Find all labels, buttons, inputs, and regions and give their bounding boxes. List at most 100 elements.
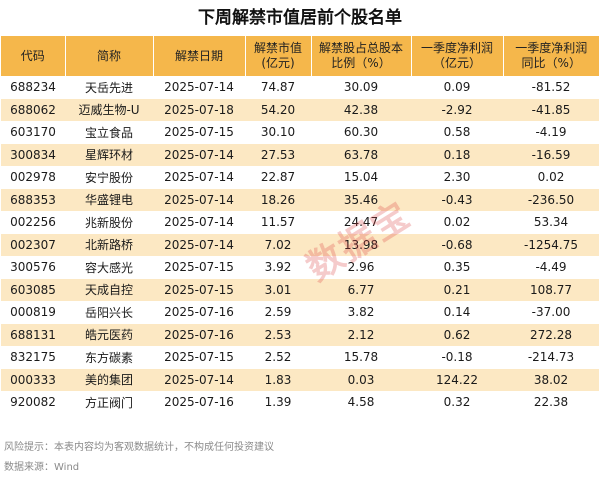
cell-code: 920082: [1, 391, 65, 414]
cell-code: 300834: [1, 143, 65, 166]
cell-unlock-date: 2025-07-14: [153, 211, 245, 234]
cell-name: 天岳先进: [65, 76, 153, 99]
cell-unlock-value: 54.20: [245, 98, 311, 121]
cell-share-ratio: 60.30: [311, 121, 411, 144]
cell-name: 迈威生物-U: [65, 98, 153, 121]
table-row: 002978 安宁股份 2025-07-14 22.87 15.04 2.30 0.02: [1, 166, 599, 189]
cell-unlock-date: 2025-07-16: [153, 323, 245, 346]
cell-q1-profit: 124.22: [411, 368, 503, 391]
cell-q1-yoy: -37.00: [503, 301, 599, 324]
cell-share-ratio: 6.77: [311, 278, 411, 301]
cell-q1-yoy: 53.34: [503, 211, 599, 234]
header-col-unlock-value: 解禁市值 (亿元): [245, 36, 312, 76]
table-row: 688131 皓元医药 2025-07-16 2.53 2.12 0.62 272.28: [1, 323, 599, 346]
cell-name: 天成自控: [65, 278, 153, 301]
cell-q1-profit: 0.58: [411, 121, 503, 144]
table-row: 002256 兆新股份 2025-07-14 11.57 24.47 0.02 53.34: [1, 211, 599, 234]
cell-unlock-date: 2025-07-15: [153, 256, 245, 279]
cell-q1-profit: 0.62: [411, 323, 503, 346]
cell-unlock-date: 2025-07-16: [153, 391, 245, 414]
table-row: 688353 华盛锂电 2025-07-14 18.26 35.46 -0.43 -236.…: [1, 188, 599, 211]
cell-q1-yoy: 108.77: [503, 278, 599, 301]
table-row: 300834 星辉环材 2025-07-14 27.53 63.78 0.18 -16.59: [1, 143, 599, 166]
cell-unlock-date: 2025-07-15: [153, 121, 245, 144]
cell-unlock-date: 2025-07-14: [153, 233, 245, 256]
cell-code: 000819: [1, 301, 65, 324]
cell-q1-yoy: -41.85: [503, 98, 599, 121]
table-row: 688234 天岳先进 2025-07-14 74.87 30.09 0.09 -81.52: [1, 76, 599, 99]
table-row: 603085 天成自控 2025-07-15 3.01 6.77 0.21 108.77: [1, 278, 599, 301]
cell-name: 星辉环材: [65, 143, 153, 166]
cell-code: 002307: [1, 233, 65, 256]
cell-q1-profit: 2.30: [411, 166, 503, 189]
cell-share-ratio: 4.58: [311, 391, 411, 414]
cell-q1-profit: -0.68: [411, 233, 503, 256]
cell-unlock-value: 3.01: [245, 278, 311, 301]
cell-unlock-value: 11.57: [245, 211, 311, 234]
cell-name: 美的集团: [65, 368, 153, 391]
cell-code: 300576: [1, 256, 65, 279]
cell-unlock-date: 2025-07-15: [153, 278, 245, 301]
page-title: 下周解禁市值居前个股名单: [198, 8, 402, 28]
cell-name: 容大感光: [65, 256, 153, 279]
cell-q1-yoy: 0.02: [503, 166, 599, 189]
cell-unlock-date: 2025-07-14: [153, 143, 245, 166]
table-row: 000333 美的集团 2025-07-14 1.83 0.03 124.22 38.02: [1, 368, 599, 391]
cell-q1-yoy: 272.28: [503, 323, 599, 346]
lockup-table: 代码 简称 解禁日期 解禁市值 (亿元) 解禁股占总股本 比例（%） 一季度净利润 （亿元） 一季…: [1, 36, 599, 414]
cell-share-ratio: 15.04: [311, 166, 411, 189]
cell-code: 688131: [1, 323, 65, 346]
header-col-share-ratio: 解禁股占总股本 比例（%）: [311, 36, 412, 76]
cell-q1-yoy: 38.02: [503, 368, 599, 391]
cell-name: 华盛锂电: [65, 188, 153, 211]
cell-name: 东方碳素: [65, 346, 153, 369]
cell-share-ratio: 42.38: [311, 98, 411, 121]
cell-code: 688062: [1, 98, 65, 121]
cell-share-ratio: 24.47: [311, 211, 411, 234]
cell-name: 方正阀门: [65, 391, 153, 414]
cell-code: 832175: [1, 346, 65, 369]
cell-code: 603085: [1, 278, 65, 301]
cell-share-ratio: 15.78: [311, 346, 411, 369]
table-header-row: 代码 简称 解禁日期 解禁市值 (亿元) 解禁股占总股本 比例（%） 一季度净利润 （亿元） 一季…: [1, 36, 599, 76]
cell-unlock-value: 2.59: [245, 301, 311, 324]
cell-q1-profit: -2.92: [411, 98, 503, 121]
cell-code: 688234: [1, 76, 65, 99]
cell-name: 北新路桥: [65, 233, 153, 256]
cell-share-ratio: 35.46: [311, 188, 411, 211]
cell-unlock-date: 2025-07-18: [153, 98, 245, 121]
table-row: 920082 方正阀门 2025-07-16 1.39 4.58 0.32 22.38: [1, 391, 599, 414]
table-row: 688062 迈威生物-U 2025-07-18 54.20 42.38 -2.92 -41…: [1, 98, 599, 121]
header-col-unlock-date: 解禁日期: [153, 36, 246, 76]
cell-q1-profit: 0.32: [411, 391, 503, 414]
cell-share-ratio: 2.96: [311, 256, 411, 279]
cell-share-ratio: 2.12: [311, 323, 411, 346]
cell-unlock-value: 3.92: [245, 256, 311, 279]
risk-disclaimer: 风险提示：本表内容均为客观数据统计，不构成任何投资建议: [4, 442, 274, 453]
cell-q1-profit: 0.14: [411, 301, 503, 324]
cell-unlock-date: 2025-07-14: [153, 188, 245, 211]
cell-q1-profit: -0.43: [411, 188, 503, 211]
cell-share-ratio: 13.98: [311, 233, 411, 256]
header-col-name: 简称: [65, 36, 154, 76]
cell-q1-profit: 0.21: [411, 278, 503, 301]
cell-q1-yoy: -1254.75: [503, 233, 599, 256]
cell-unlock-value: 1.39: [245, 391, 311, 414]
cell-q1-yoy: -4.19: [503, 121, 599, 144]
cell-unlock-value: 27.53: [245, 143, 311, 166]
table-body: 688234 天岳先进 2025-07-14 74.87 30.09 0.09 -81.52…: [1, 76, 599, 414]
cell-name: 皓元医药: [65, 323, 153, 346]
cell-share-ratio: 3.82: [311, 301, 411, 324]
cell-code: 002978: [1, 166, 65, 189]
cell-unlock-value: 1.83: [245, 368, 311, 391]
cell-unlock-value: 30.10: [245, 121, 311, 144]
cell-unlock-date: 2025-07-14: [153, 166, 245, 189]
cell-name: 宝立食品: [65, 121, 153, 144]
cell-unlock-date: 2025-07-16: [153, 301, 245, 324]
table-row: 002307 北新路桥 2025-07-14 7.02 13.98 -0.68 -1254.…: [1, 233, 599, 256]
cell-q1-yoy: -16.59: [503, 143, 599, 166]
cell-q1-yoy: -214.73: [503, 346, 599, 369]
cell-name: 兆新股份: [65, 211, 153, 234]
table-row: 832175 东方碳素 2025-07-15 2.52 15.78 -0.18 -214.7…: [1, 346, 599, 369]
